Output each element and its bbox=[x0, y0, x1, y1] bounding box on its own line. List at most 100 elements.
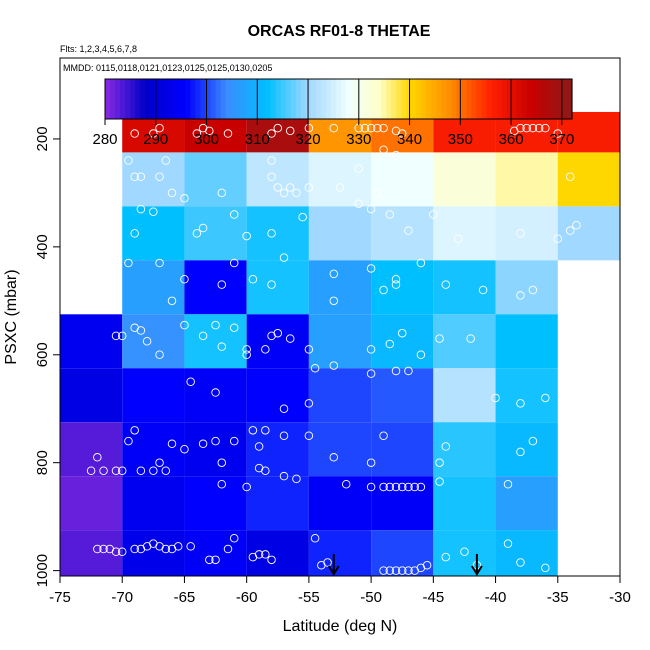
chart-title: ORCAS RF01-8 THETAE bbox=[248, 23, 431, 40]
colorbar-tick-label: 370 bbox=[549, 131, 574, 148]
colorbar-segment bbox=[551, 79, 558, 119]
heatmap-cell bbox=[308, 206, 372, 261]
data-point bbox=[211, 320, 220, 330]
colorbar-segment bbox=[175, 79, 181, 119]
data-point bbox=[397, 328, 407, 338]
data-point bbox=[304, 399, 314, 408]
data-point bbox=[435, 458, 444, 467]
data-point bbox=[205, 555, 214, 565]
arrow-marker bbox=[327, 554, 340, 576]
data-point bbox=[373, 123, 382, 133]
data-point bbox=[366, 204, 376, 214]
data-point bbox=[453, 234, 463, 244]
data-point bbox=[379, 188, 388, 198]
colorbar-segment bbox=[566, 79, 573, 119]
heatmap-cell bbox=[371, 530, 434, 576]
heatmap-cell bbox=[184, 314, 247, 369]
colorbar-segment bbox=[230, 79, 237, 119]
colorbar-segment bbox=[451, 79, 458, 119]
colorbar-segment bbox=[466, 79, 473, 119]
colorbar-segment bbox=[180, 79, 186, 119]
colorbar-segment bbox=[120, 79, 126, 119]
heatmap-cell bbox=[246, 476, 309, 531]
colorbar-segment bbox=[315, 79, 322, 119]
data-point bbox=[211, 436, 220, 446]
data-point bbox=[136, 466, 146, 476]
x-tick-label: -40 bbox=[485, 589, 507, 606]
data-point bbox=[385, 482, 395, 492]
colorbar-segment bbox=[486, 79, 493, 119]
colorbar-segment bbox=[386, 79, 392, 119]
data-point bbox=[385, 339, 395, 349]
data-point bbox=[261, 466, 270, 476]
heatmap-cell bbox=[308, 530, 372, 576]
colorbar-segment bbox=[381, 79, 387, 119]
colorbar-segment bbox=[235, 79, 242, 119]
heatmap-cell bbox=[495, 422, 558, 477]
colorbar-segment bbox=[536, 79, 543, 119]
colorbar-segment bbox=[411, 79, 417, 119]
colorbar-segment bbox=[300, 79, 307, 119]
heatmap-cell bbox=[371, 368, 434, 423]
data-point bbox=[279, 188, 289, 198]
x-tick-label: -35 bbox=[547, 589, 569, 606]
data-point bbox=[267, 129, 276, 138]
plot-border bbox=[59, 57, 621, 577]
colorbar-segment bbox=[185, 79, 191, 119]
y-tick-label: 200 bbox=[34, 126, 51, 151]
data-point bbox=[404, 366, 413, 376]
colorbar-segment bbox=[210, 79, 217, 119]
heatmap-cell bbox=[60, 368, 123, 423]
data-point bbox=[516, 229, 525, 238]
colorbar-segment bbox=[376, 79, 382, 119]
colorbar-segment bbox=[371, 79, 377, 119]
data-point bbox=[130, 544, 139, 554]
heatmap-cell bbox=[495, 152, 558, 207]
data-point bbox=[541, 123, 550, 133]
data-point bbox=[186, 377, 195, 387]
heatmap-cell bbox=[246, 152, 309, 207]
data-point bbox=[273, 183, 283, 192]
colorbar-segment bbox=[255, 79, 262, 119]
data-point bbox=[379, 566, 388, 575]
data-point bbox=[124, 258, 133, 268]
data-point bbox=[261, 426, 270, 435]
colorbar-segment bbox=[456, 79, 463, 119]
heatmap-cell bbox=[184, 476, 247, 531]
colorbar-segment bbox=[240, 79, 247, 119]
data-point bbox=[391, 366, 401, 376]
colorbar-segment bbox=[160, 79, 166, 119]
colorbar-tick-label: 290 bbox=[143, 131, 168, 148]
colorbar-segment bbox=[190, 79, 196, 119]
colorbar-segment bbox=[145, 79, 151, 119]
colorbar-segment bbox=[436, 79, 443, 119]
colorbar-segment bbox=[220, 79, 227, 119]
colorbar-segment bbox=[506, 79, 513, 119]
data-point bbox=[341, 480, 351, 489]
data-point bbox=[279, 253, 289, 262]
data-point bbox=[304, 431, 314, 440]
heatmap-cell bbox=[122, 476, 185, 531]
colorbar-segment bbox=[200, 79, 207, 119]
data-point bbox=[534, 123, 544, 133]
data-point bbox=[329, 453, 339, 462]
data-point bbox=[136, 326, 146, 335]
colorbar-segment bbox=[320, 79, 327, 119]
data-point bbox=[404, 226, 413, 235]
data-point bbox=[329, 269, 339, 279]
colorbar-segment bbox=[225, 79, 232, 119]
y-tick-label: 400 bbox=[34, 234, 51, 259]
data-point bbox=[528, 285, 538, 295]
colorbar-segment bbox=[396, 79, 402, 119]
data-point bbox=[111, 466, 121, 476]
data-point bbox=[130, 426, 139, 435]
data-point bbox=[379, 123, 388, 133]
colorbar-tick-label: 350 bbox=[448, 131, 473, 148]
data-point bbox=[366, 482, 376, 492]
heatmap-cell bbox=[371, 422, 434, 477]
heatmap-cell bbox=[122, 368, 185, 423]
data-point bbox=[180, 274, 189, 284]
data-point bbox=[516, 123, 525, 133]
data-point bbox=[124, 436, 133, 446]
